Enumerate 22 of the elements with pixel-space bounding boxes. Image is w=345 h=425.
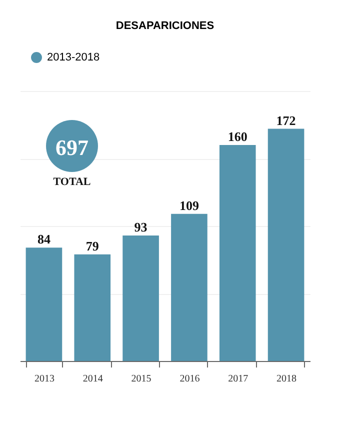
x-tick-label: 2016 [180, 374, 200, 384]
data-label: 79 [86, 238, 100, 254]
data-label: 93 [134, 219, 148, 234]
chart-title: DESAPARICIONES [116, 20, 214, 32]
data-label: 84 [37, 232, 51, 247]
x-tick-label: 2018 [276, 374, 297, 384]
bar [268, 128, 304, 361]
annotation: TOTAL [53, 176, 91, 188]
x-tick-label: 2014 [82, 374, 103, 384]
data-label: 172 [276, 112, 296, 128]
bar [219, 145, 256, 361]
x-tick-label: 2015 [131, 374, 152, 384]
bar [171, 214, 208, 361]
bar [26, 248, 62, 361]
x-tick-label: 2013 [34, 374, 54, 384]
data-label: 109 [179, 198, 200, 213]
x-tick-label: 2017 [228, 374, 248, 384]
data-label: 160 [228, 129, 248, 144]
bar [74, 254, 111, 361]
bar [122, 235, 159, 361]
annotation: 697 [56, 135, 88, 160]
legend-label: 2013-2018 [47, 52, 100, 64]
